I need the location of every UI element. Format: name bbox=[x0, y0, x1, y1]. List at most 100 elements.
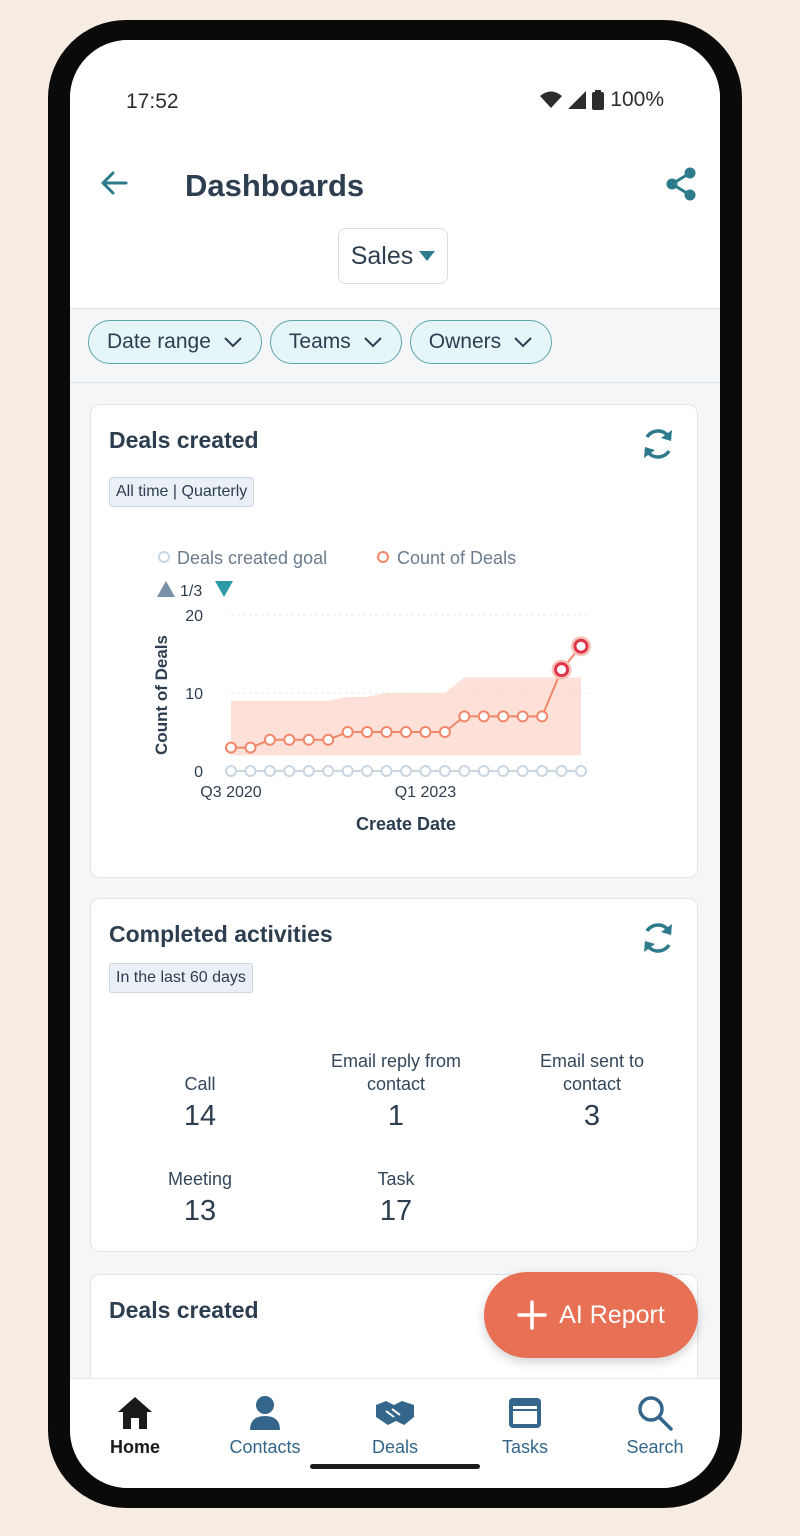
status-icons: 100% bbox=[540, 88, 664, 112]
stat-value: 3 bbox=[583, 1100, 601, 1132]
data-point[interactable] bbox=[244, 741, 257, 754]
back-arrow-icon[interactable] bbox=[98, 166, 132, 200]
refresh-icon[interactable] bbox=[639, 919, 677, 957]
card-title: Completed activities bbox=[109, 921, 333, 947]
x-tick-label: Q3 2020 bbox=[200, 784, 261, 801]
deals-line-chart: Deals created goal Count of Deals 1/3 0 1… bbox=[152, 548, 591, 834]
filter-owners[interactable]: Owners bbox=[409, 320, 553, 364]
legend-count-marker bbox=[377, 551, 389, 563]
nav-search[interactable]: Search bbox=[595, 1389, 715, 1458]
legend-pager: 1/3 bbox=[157, 581, 233, 600]
data-point[interactable] bbox=[341, 765, 354, 777]
stat-value: 14 bbox=[183, 1100, 217, 1132]
home-indicator bbox=[310, 1464, 480, 1469]
data-point[interactable] bbox=[263, 733, 276, 746]
completed-activities-card[interactable]: Completed activities In the last 60 days… bbox=[90, 898, 698, 1252]
data-point[interactable] bbox=[516, 765, 529, 777]
data-point[interactable] bbox=[400, 765, 412, 777]
data-point[interactable] bbox=[380, 765, 393, 777]
forecast-band bbox=[231, 677, 581, 756]
data-point[interactable] bbox=[302, 733, 315, 746]
data-point[interactable] bbox=[302, 765, 315, 777]
filter-date-range[interactable]: Date range bbox=[88, 320, 262, 364]
dashboard-selector[interactable]: Sales bbox=[338, 228, 448, 284]
pager-up-icon[interactable] bbox=[157, 581, 175, 597]
data-point[interactable] bbox=[497, 765, 510, 777]
card-title: Deals created bbox=[109, 1297, 259, 1323]
stat-task: Task 17 bbox=[301, 1168, 491, 1228]
page-title: Dashboards bbox=[185, 168, 365, 203]
data-point[interactable] bbox=[400, 726, 412, 738]
data-point[interactable] bbox=[225, 765, 237, 777]
data-point[interactable] bbox=[438, 765, 451, 777]
card-title: Deals created bbox=[109, 427, 259, 453]
status-bar: 17:52 100% bbox=[70, 40, 720, 120]
chart-area: Deals created goal Count of Deals 1/3 0 1… bbox=[91, 535, 697, 855]
nav-label: Search bbox=[626, 1437, 684, 1457]
refresh-icon[interactable] bbox=[639, 425, 677, 463]
home-icon bbox=[118, 1397, 152, 1429]
stat-value: 1 bbox=[387, 1100, 405, 1132]
nav-home[interactable]: Home bbox=[75, 1389, 195, 1458]
deals-created-card[interactable]: Deals created All time | Quarterly Deals… bbox=[90, 404, 698, 878]
pager-down-icon[interactable] bbox=[215, 581, 233, 597]
data-point[interactable] bbox=[477, 710, 490, 723]
search-icon bbox=[638, 1396, 673, 1431]
y-axis-title: Count of Deals bbox=[152, 635, 171, 755]
filter-teams[interactable]: Teams bbox=[269, 320, 402, 364]
chevron-down-icon bbox=[514, 337, 532, 348]
data-point[interactable] bbox=[283, 733, 296, 746]
filter-label: Date range bbox=[107, 330, 211, 353]
filter-label: Owners bbox=[428, 330, 502, 353]
filter-bar: Date range Teams Owners bbox=[88, 320, 553, 364]
stat-value: 13 bbox=[183, 1195, 217, 1227]
legend-count-label[interactable]: Count of Deals bbox=[397, 548, 516, 568]
data-point[interactable] bbox=[477, 765, 490, 777]
data-point[interactable] bbox=[225, 741, 237, 754]
status-time: 17:52 bbox=[126, 90, 179, 113]
nav-deals[interactable]: Deals bbox=[335, 1389, 455, 1458]
nav-contacts[interactable]: Contacts bbox=[205, 1389, 325, 1458]
data-point[interactable] bbox=[555, 765, 568, 777]
share-icon[interactable] bbox=[664, 166, 698, 202]
data-point[interactable] bbox=[554, 662, 570, 678]
data-point[interactable] bbox=[380, 726, 393, 738]
data-point[interactable] bbox=[536, 765, 549, 777]
ai-report-button[interactable]: AI Report bbox=[484, 1272, 698, 1358]
data-point[interactable] bbox=[361, 765, 374, 777]
data-point[interactable] bbox=[458, 765, 471, 777]
data-point[interactable] bbox=[244, 765, 257, 777]
data-point[interactable] bbox=[438, 726, 451, 738]
pager-label: 1/3 bbox=[180, 583, 202, 600]
app-header: Dashboards Sales bbox=[70, 120, 720, 309]
ai-report-label: AI Report bbox=[559, 1300, 665, 1329]
stat-call: Call 14 bbox=[105, 1073, 295, 1133]
wifi-icon bbox=[540, 91, 563, 108]
data-point[interactable] bbox=[322, 733, 335, 746]
plus-icon bbox=[517, 1300, 547, 1330]
legend-goal-label[interactable]: Deals created goal bbox=[177, 548, 327, 568]
stat-label: Call bbox=[184, 1074, 216, 1094]
y-tick-label: 0 bbox=[194, 764, 203, 781]
data-point[interactable] bbox=[575, 765, 587, 777]
contacts-icon bbox=[250, 1396, 280, 1430]
battery-icon bbox=[592, 90, 605, 110]
data-point[interactable] bbox=[516, 710, 529, 723]
data-point[interactable] bbox=[341, 726, 354, 738]
filter-divider bbox=[70, 382, 720, 383]
data-point[interactable] bbox=[361, 726, 374, 738]
stat-label: Meeting bbox=[167, 1169, 233, 1189]
data-point[interactable] bbox=[263, 765, 276, 777]
data-point[interactable] bbox=[322, 765, 335, 777]
data-point[interactable] bbox=[497, 710, 510, 723]
data-point[interactable] bbox=[283, 765, 296, 777]
data-point[interactable] bbox=[458, 710, 471, 723]
data-point[interactable] bbox=[419, 765, 432, 777]
data-point[interactable] bbox=[536, 710, 549, 723]
data-point[interactable] bbox=[573, 638, 589, 654]
bottom-nav: Home Contacts Deals Tasks bbox=[70, 1378, 720, 1488]
stat-label: Email reply from contact bbox=[330, 1051, 462, 1094]
chevron-down-icon bbox=[224, 337, 242, 348]
nav-tasks[interactable]: Tasks bbox=[465, 1389, 585, 1458]
data-point[interactable] bbox=[419, 726, 432, 738]
